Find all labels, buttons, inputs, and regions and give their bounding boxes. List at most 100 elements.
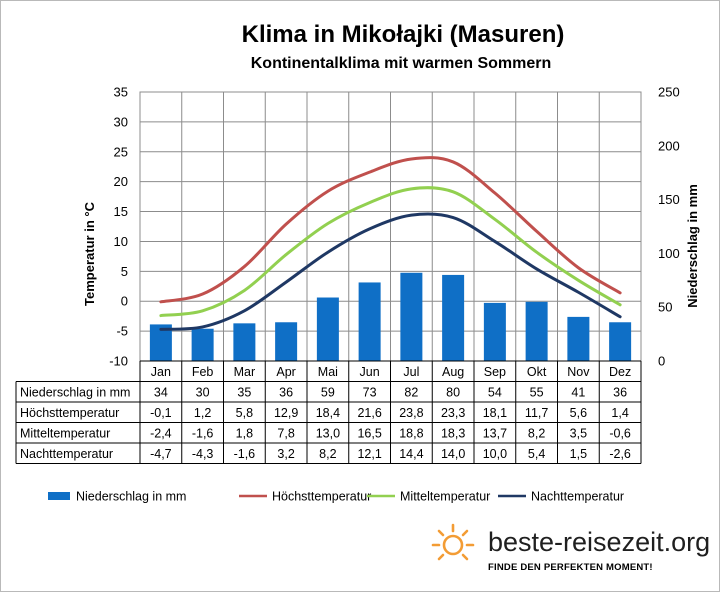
table-cell: 12,1 bbox=[357, 447, 381, 461]
left-axis-title: Temperatur in °C bbox=[82, 201, 97, 306]
table-cell: 7,8 bbox=[277, 427, 294, 441]
chart-subtitle: Kontinentalklima mit warmen Sommern bbox=[251, 55, 552, 72]
table-cell: 3,2 bbox=[277, 447, 294, 461]
category-label: Dez bbox=[609, 365, 631, 379]
left-tick-label: 5 bbox=[121, 264, 128, 279]
category-label: Okt bbox=[527, 365, 547, 379]
precipitation-bar-mai bbox=[316, 297, 339, 361]
right-tick-label: 200 bbox=[658, 138, 680, 153]
table-row-label: Nachttemperatur bbox=[20, 447, 113, 461]
left-tick-label: 30 bbox=[114, 114, 128, 129]
legend-swatch-niederschlag bbox=[48, 492, 70, 500]
table-cell: -0,6 bbox=[609, 427, 631, 441]
precipitation-bar-sep bbox=[483, 302, 506, 361]
left-axis-ticks: 35 30 25 20 15 10 5 0 -5 -10 bbox=[109, 85, 128, 369]
table-cell: 59 bbox=[321, 386, 335, 400]
precipitation-bar-dez bbox=[609, 322, 632, 361]
table-cell: -1,6 bbox=[234, 447, 256, 461]
left-tick-label: -5 bbox=[116, 324, 128, 339]
table-cell: 34 bbox=[154, 386, 168, 400]
left-tick-label: 15 bbox=[114, 204, 128, 219]
table-row-label: Höchsttemperatur bbox=[20, 406, 119, 420]
table-cell: 12,9 bbox=[274, 406, 298, 420]
category-label: Jul bbox=[403, 365, 419, 379]
precipitation-bars bbox=[149, 272, 632, 361]
table-cell: -1,6 bbox=[192, 427, 214, 441]
table-cell: -4,7 bbox=[150, 447, 172, 461]
left-tick-label: 10 bbox=[114, 234, 128, 249]
category-label: Sep bbox=[484, 365, 506, 379]
legend: Niederschlag in mm Höchsttemperatur Mittel… bbox=[48, 490, 624, 504]
category-label: Aug bbox=[442, 365, 464, 379]
table-cell: 41 bbox=[571, 386, 585, 400]
table-cell: 14,0 bbox=[441, 447, 465, 461]
category-label: Nov bbox=[567, 365, 590, 379]
table-cell: 80 bbox=[446, 386, 460, 400]
table-cell: 35 bbox=[237, 386, 251, 400]
table-cell: 18,3 bbox=[441, 427, 465, 441]
table-cell: 55 bbox=[530, 386, 544, 400]
precipitation-bar-apr bbox=[275, 322, 298, 361]
legend-label: Höchsttemperatur bbox=[272, 490, 371, 504]
right-tick-label: 0 bbox=[658, 354, 665, 369]
table-cell: 5,6 bbox=[570, 406, 587, 420]
precipitation-bar-nov bbox=[567, 316, 590, 361]
table-cell: 11,7 bbox=[525, 406, 548, 420]
right-tick-label: 50 bbox=[658, 300, 672, 315]
category-label: Mar bbox=[234, 365, 256, 379]
legend-label: Mitteltemperatur bbox=[400, 490, 490, 504]
left-tick-label: -10 bbox=[109, 354, 128, 369]
table-cell: 82 bbox=[404, 386, 418, 400]
category-label: Feb bbox=[192, 365, 214, 379]
category-label: Jun bbox=[360, 365, 380, 379]
precipitation-bar-okt bbox=[525, 301, 548, 361]
category-label: Jan bbox=[151, 365, 171, 379]
right-tick-label: 150 bbox=[658, 192, 680, 207]
precipitation-bar-jan bbox=[149, 324, 172, 361]
table-cell: 18,4 bbox=[316, 406, 340, 420]
right-axis-title: Niederschlag in mm bbox=[685, 184, 700, 308]
table-cell: 13,7 bbox=[483, 427, 507, 441]
table-cell: 1,4 bbox=[611, 406, 628, 420]
left-tick-label: 20 bbox=[114, 174, 128, 189]
table-cell: 5,8 bbox=[236, 406, 253, 420]
table-cell: 21,6 bbox=[357, 406, 381, 420]
table-cell: 16,5 bbox=[357, 427, 381, 441]
table-cell: -2,6 bbox=[609, 447, 631, 461]
left-tick-label: 25 bbox=[114, 144, 128, 159]
table-cell: 73 bbox=[363, 386, 377, 400]
category-label: Apr bbox=[276, 365, 295, 379]
table-cell: 13,0 bbox=[316, 427, 340, 441]
table-cell: 54 bbox=[488, 386, 502, 400]
precipitation-bar-mar bbox=[233, 323, 256, 361]
table-cell: 30 bbox=[196, 386, 210, 400]
table-cell: 8,2 bbox=[319, 447, 336, 461]
table-cell: 18,8 bbox=[399, 427, 423, 441]
left-tick-label: 35 bbox=[114, 85, 128, 100]
line-hoechst bbox=[159, 156, 622, 304]
legend-label: Niederschlag in mm bbox=[76, 490, 186, 504]
data-table: Jan Feb Mar Apr Mai Jun Jul Aug Sep Okt Nov Dez Nied… bbox=[15, 360, 642, 464]
right-tick-label: 100 bbox=[658, 246, 680, 261]
legend-label: Nachttemperatur bbox=[531, 490, 624, 504]
table-cell: 1,2 bbox=[194, 406, 211, 420]
precipitation-bar-jun bbox=[358, 282, 381, 361]
table-cell: -0,1 bbox=[150, 406, 172, 420]
right-tick-label: 250 bbox=[658, 85, 680, 100]
table-cell: -4,3 bbox=[192, 447, 214, 461]
table-cell: 14,4 bbox=[399, 447, 423, 461]
table-cell: 3,5 bbox=[570, 427, 587, 441]
sun-icon bbox=[431, 523, 475, 561]
precipitation-bar-jul bbox=[400, 272, 423, 361]
table-row-label: Niederschlag in mm bbox=[20, 386, 130, 400]
temperature-lines bbox=[159, 156, 622, 331]
chart-title: Klima in Mikołajki (Masuren) bbox=[242, 21, 565, 48]
table-cell: 10,0 bbox=[483, 447, 507, 461]
brand-slogan: FINDE DEN PERFEKTEN MOMENT! bbox=[488, 562, 653, 573]
table-cell: 1,8 bbox=[236, 427, 253, 441]
left-tick-label: 0 bbox=[121, 294, 128, 309]
table-cell: 8,2 bbox=[528, 427, 545, 441]
table-cell: 36 bbox=[279, 386, 293, 400]
brand-logo: beste-reisezeit.org FINDE DEN PERFEKTEN … bbox=[431, 523, 710, 573]
